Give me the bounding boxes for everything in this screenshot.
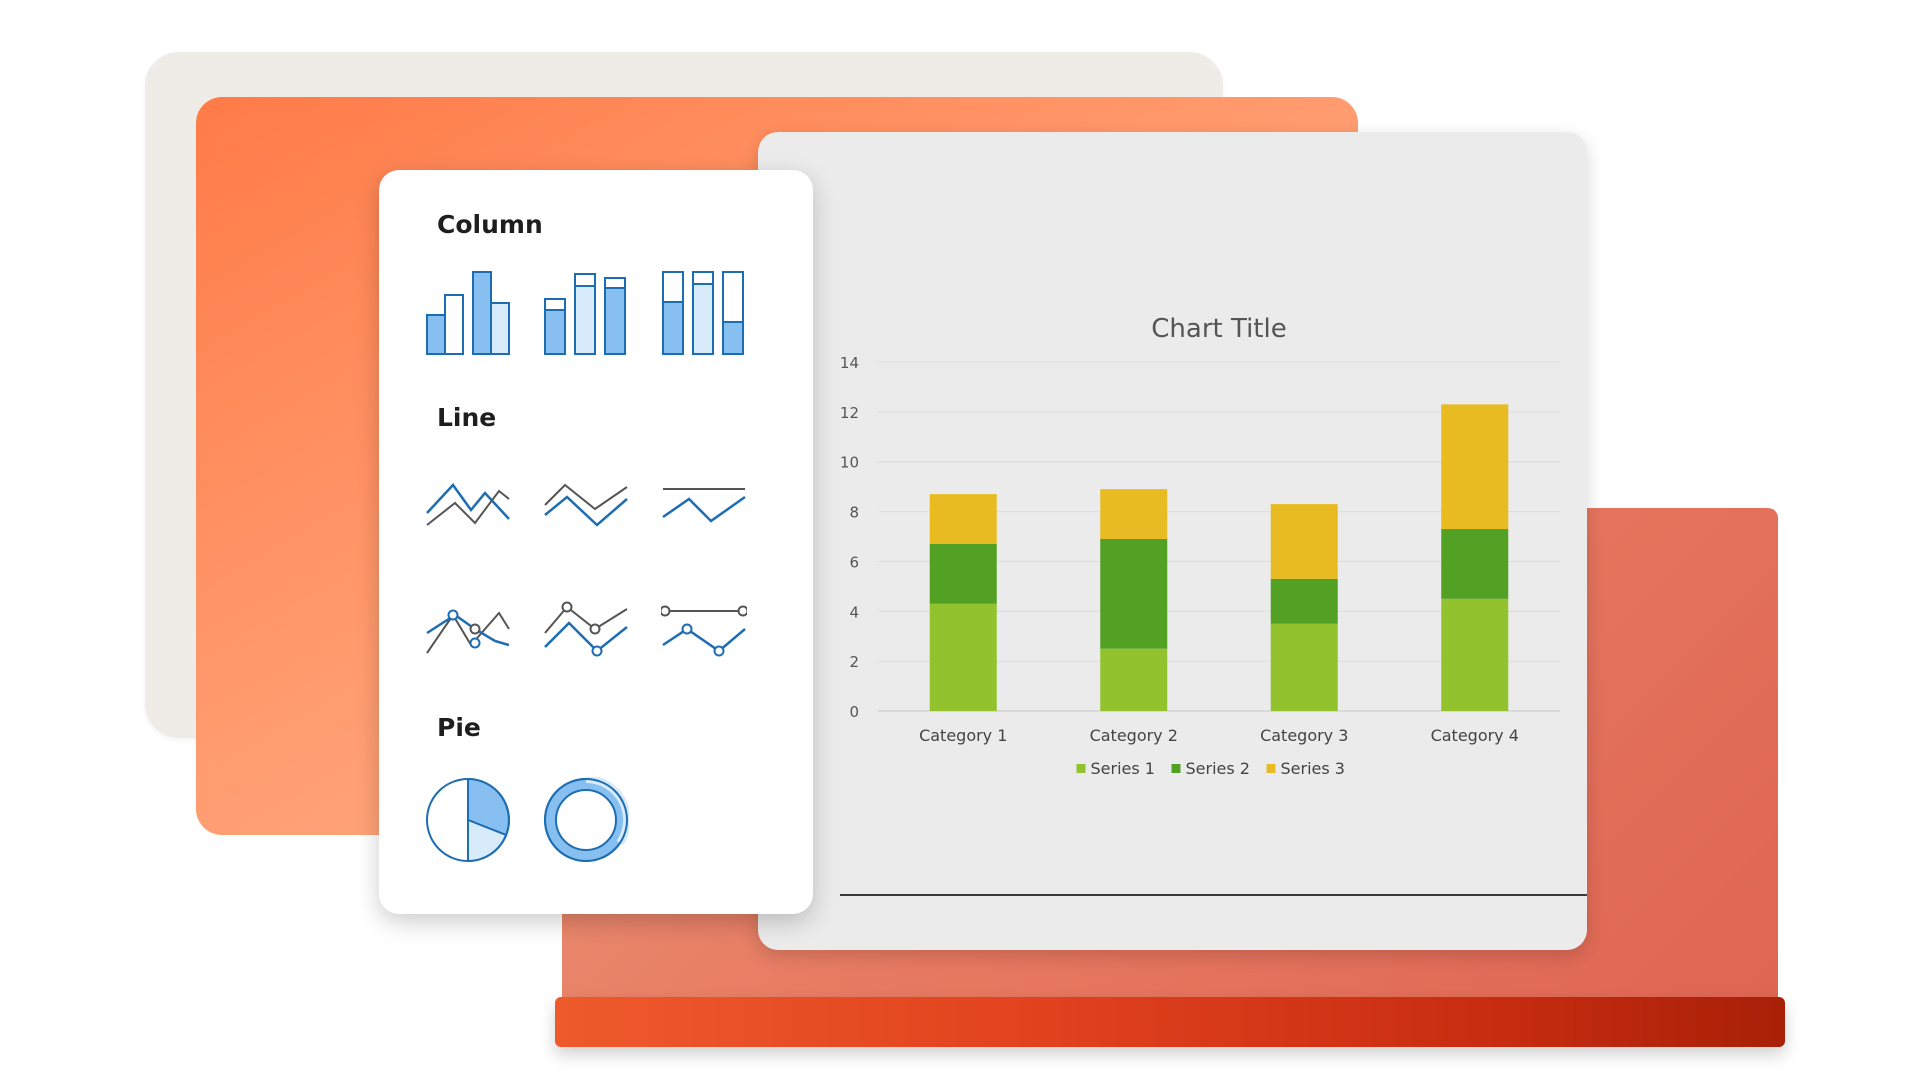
y-tick-label: 4 [849, 603, 859, 621]
legend-swatch [1266, 764, 1276, 773]
bar-segment[interactable] [929, 543, 997, 604]
y-tick-label: 6 [849, 553, 859, 571]
bar-segment[interactable] [1100, 648, 1168, 711]
legend-entry: Series 1 [1091, 759, 1155, 778]
legend-entry: Series 2 [1186, 759, 1250, 778]
bar-segment[interactable] [1270, 504, 1338, 579]
bar-segment[interactable] [1270, 578, 1338, 624]
bar-segment[interactable] [1441, 404, 1509, 530]
category-label: Category 4 [1431, 726, 1519, 745]
stacked-column-chart[interactable]: Chart Title 0 2 4 6 8 10 12 14 Category 1 Category… [758, 132, 1587, 950]
slide-divider-line [840, 894, 1587, 896]
stacked-column-icon[interactable] [543, 270, 629, 356]
y-tick-label: 12 [840, 404, 859, 422]
chart-title[interactable]: Chart Title [1151, 314, 1286, 344]
legend-swatch [1171, 764, 1181, 773]
category-label: Category 1 [919, 726, 1007, 745]
pie-section-title: Pie [437, 713, 481, 742]
legend-swatch [1076, 764, 1086, 773]
column-section-title: Column [437, 210, 543, 239]
bar-segment[interactable] [1441, 598, 1509, 711]
bar-segment[interactable] [1100, 538, 1168, 649]
bar-segment[interactable] [1100, 489, 1168, 539]
y-tick-label: 10 [840, 454, 859, 472]
category-label: Category 2 [1090, 726, 1178, 745]
chart-type-gallery: Column Line [379, 170, 813, 914]
stacked-line-icon[interactable] [543, 475, 629, 561]
legend-entry: Series 3 [1281, 759, 1345, 778]
percent-stacked-line-icon[interactable] [661, 475, 747, 561]
bar-segment[interactable] [1441, 529, 1509, 599]
percent-stacked-line-with-markers-icon[interactable] [661, 593, 747, 679]
y-tick-label: 8 [849, 504, 859, 522]
bar-segment[interactable] [929, 494, 997, 544]
y-tick-label: 0 [849, 703, 859, 721]
category-label: Category 3 [1260, 726, 1348, 745]
background-red-base-bar [555, 997, 1785, 1047]
doughnut-icon[interactable] [543, 777, 629, 863]
y-tick-label: 14 [840, 354, 859, 372]
bar-segment[interactable] [1270, 623, 1338, 711]
pie-icon[interactable] [425, 777, 511, 863]
line-with-markers-icon[interactable] [425, 593, 511, 679]
line-section-title: Line [437, 403, 497, 432]
chart-preview-card[interactable]: Chart Title 0 2 4 6 8 10 12 14 Category 1 Category… [758, 132, 1587, 950]
stacked-line-with-markers-icon[interactable] [543, 593, 629, 679]
percent-stacked-column-icon[interactable] [661, 270, 747, 356]
line-icon[interactable] [425, 475, 511, 561]
y-tick-label: 2 [849, 653, 859, 671]
bar-segment[interactable] [929, 603, 997, 711]
clustered-column-icon[interactable] [425, 270, 511, 356]
